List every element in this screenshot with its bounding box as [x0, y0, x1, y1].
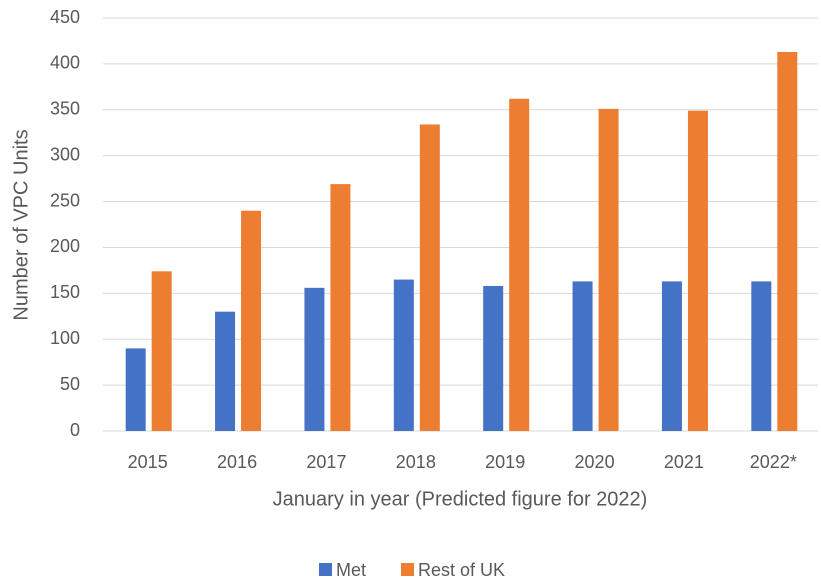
x-tick-label: 2021 [664, 452, 704, 472]
x-tick-label: 2018 [396, 452, 436, 472]
bar [215, 311, 236, 431]
bar [751, 281, 772, 431]
y-tick-label: 400 [50, 53, 80, 73]
bar [330, 184, 351, 431]
y-tick-label: 50 [60, 374, 80, 394]
x-tick-label: 2020 [575, 452, 615, 472]
x-tick-label: 2017 [306, 452, 346, 472]
bar [777, 51, 798, 432]
x-tick-label: 2016 [217, 452, 257, 472]
bar [304, 287, 325, 431]
bar [509, 98, 530, 432]
bar [419, 124, 440, 431]
legend-swatch [319, 563, 332, 576]
legend-swatch [401, 563, 414, 576]
y-tick-label: 150 [50, 282, 80, 302]
x-axis-title: January in year (Predicted figure for 20… [273, 488, 648, 510]
bar [598, 108, 619, 432]
bar [241, 210, 262, 431]
x-tick-label: 2022* [750, 452, 797, 472]
bar [125, 348, 146, 431]
legend-label: Rest of UK [418, 560, 505, 580]
bar [661, 281, 682, 431]
y-tick-label: 250 [50, 190, 80, 210]
bar [572, 281, 593, 431]
y-tick-label: 0 [70, 420, 80, 440]
y-axis-title: Number of VPC Units [10, 129, 32, 320]
y-tick-label: 200 [50, 236, 80, 256]
y-tick-label: 300 [50, 144, 80, 164]
y-tick-label: 450 [50, 7, 80, 27]
y-tick-label: 350 [50, 99, 80, 119]
x-tick-label: 2015 [128, 452, 168, 472]
legend-label: Met [336, 560, 366, 580]
y-tick-label: 100 [50, 328, 80, 348]
bar [393, 279, 414, 431]
bar [151, 271, 172, 431]
bar [687, 110, 708, 431]
x-tick-label: 2019 [485, 452, 525, 472]
bar [483, 285, 504, 431]
